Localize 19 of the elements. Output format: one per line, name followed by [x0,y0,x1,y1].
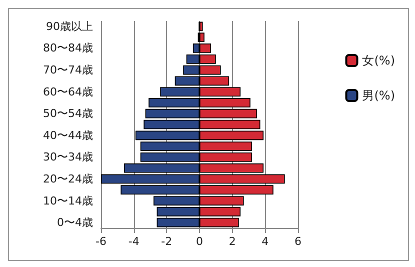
y-tick-label: 40〜44歳 [43,128,93,142]
x-tick-label: 0 [196,235,203,248]
y-tick-label: 90歳以上 [46,20,93,33]
y-tick-label: 60〜64歳 [43,85,93,98]
y-tick-label: 20〜24歳 [43,172,93,186]
legend-label: 男(%) [362,88,395,102]
y-tick-label: 70〜74歳 [43,64,93,77]
y-tick-label: 0〜4歳 [57,216,93,230]
x-tick-label: 2 [228,235,236,248]
y-tick-label: 30〜34歳 [43,150,93,164]
y-tick-label: 50〜54歳 [43,107,93,120]
x-tick-label: -4 [128,235,140,248]
y-tick-label: 80〜84歳 [43,42,93,55]
x-tick-label: -2 [161,235,172,248]
x-tick-label: -6 [96,235,106,248]
y-tick-label: 10〜14歳 [43,194,93,208]
x-tick-label: 6 [294,235,302,248]
legend-label: 女(%) [362,54,395,68]
x-tick-label: 4 [262,235,269,248]
